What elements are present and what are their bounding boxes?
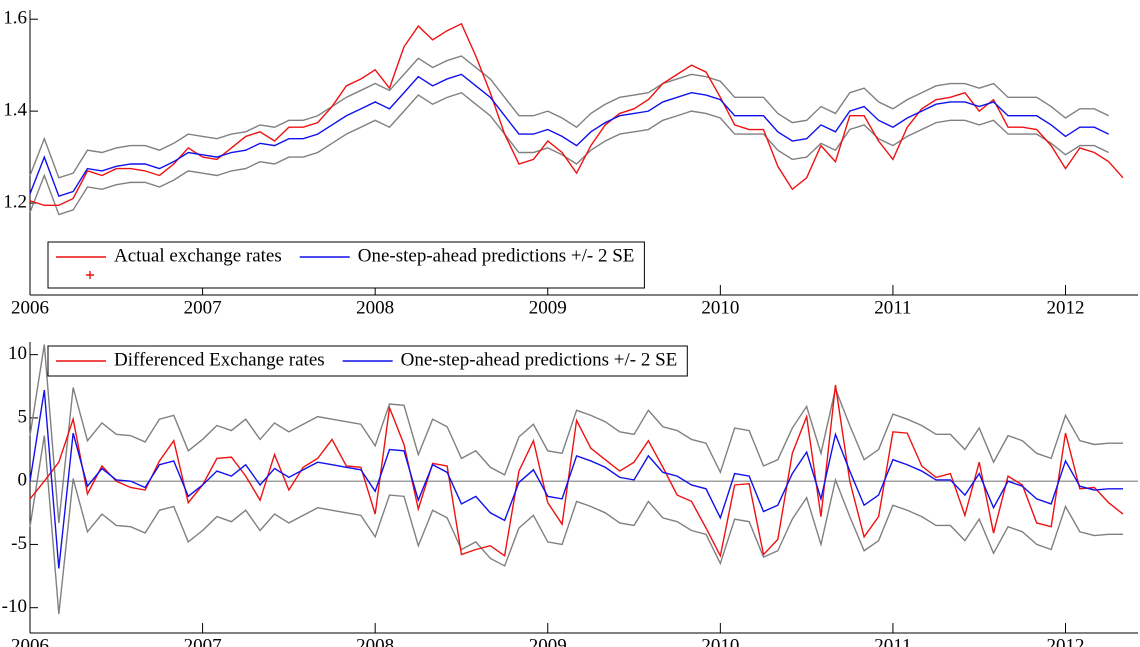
x-tick-label: 2006 xyxy=(11,297,49,318)
x-tick-label: 2012 xyxy=(1047,635,1085,647)
legend-label: Actual exchange rates xyxy=(114,245,282,266)
series-line xyxy=(29,73,1109,198)
series-line xyxy=(29,389,1123,569)
series-line xyxy=(29,55,1109,179)
series-line xyxy=(29,384,1124,558)
series-line xyxy=(29,91,1109,216)
x-tick-label: 2007 xyxy=(184,635,222,647)
y-tick-label: 5 xyxy=(18,406,28,427)
x-tick-label: 2008 xyxy=(356,635,394,647)
x-tick-label: 2011 xyxy=(874,297,911,318)
legend-label: Differenced Exchange rates xyxy=(114,349,325,370)
x-tick-label: 2012 xyxy=(1047,297,1085,318)
y-tick-label: 0 xyxy=(18,470,28,491)
legend-label: One-step-ahead predictions +/- 2 SE xyxy=(401,349,678,370)
y-tick-label: 1.6 xyxy=(3,8,27,29)
x-tick-label: 2010 xyxy=(701,297,739,318)
series-line xyxy=(29,22,1124,207)
series-line xyxy=(29,435,1123,615)
x-tick-label: 2009 xyxy=(529,635,567,647)
legend-label: One-step-ahead predictions +/- 2 SE xyxy=(358,245,635,266)
legend: Actual exchange rates One-step-ahead pred… xyxy=(47,241,645,289)
legend: Differenced Exchange rates One-step-ahead… xyxy=(47,345,688,377)
legend-marker xyxy=(86,271,94,279)
y-tick-label: -5 xyxy=(11,533,27,554)
legend-box xyxy=(47,241,645,289)
x-tick-label: 2011 xyxy=(874,635,911,647)
x-tick-label: 2008 xyxy=(356,297,394,318)
x-tick-label: 2006 xyxy=(11,635,49,647)
series-line xyxy=(29,344,1123,524)
x-tick-label: 2007 xyxy=(184,297,222,318)
x-tick-label: 2009 xyxy=(529,297,567,318)
x-tick-label: 2010 xyxy=(701,635,739,647)
y-tick-label: 10 xyxy=(8,343,27,364)
y-tick-label: 1.4 xyxy=(3,99,27,120)
y-tick-label: 1.2 xyxy=(3,191,27,212)
y-tick-label: -10 xyxy=(2,596,27,617)
